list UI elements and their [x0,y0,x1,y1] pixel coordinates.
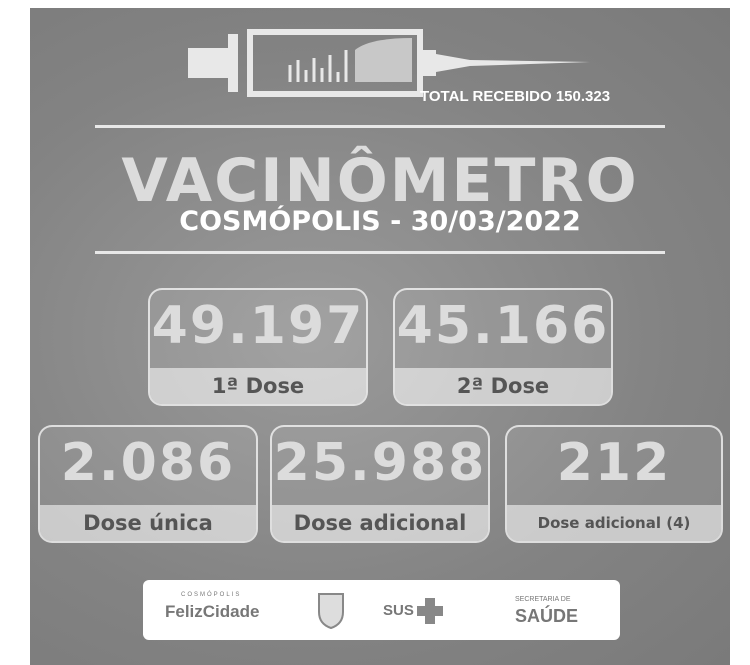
dose-count: 49.197 [150,296,366,356]
dose-card: 25.988 Dose adicional [270,425,490,543]
dose-label: 1ª Dose [150,368,366,404]
logo-text: SAÚDE [515,606,578,627]
dose-count: 2.086 [40,433,256,493]
logo-text: SUS [383,602,414,619]
logo-text: SECRETARIA DE [515,596,571,603]
subtitle: COSMÓPOLIS - 30/03/2022 [30,206,730,237]
dose-label: Dose adicional [272,505,488,541]
sus-cross [415,596,445,626]
logo-text: FelizCidade [165,602,259,622]
dose-card: 45.166 2ª Dose [393,288,613,406]
footer-logos: COSMÓPOLIS FelizCidade SUS SECRETARIA DE… [143,580,620,640]
infographic: TOTAL RECEBIDO 150.323 VACINÔMETRO COSMÓ… [30,8,730,665]
dose-count: 25.988 [272,433,488,493]
dose-count: 45.166 [395,296,611,356]
divider [95,251,665,254]
divider [95,125,665,128]
dose-card: 2.086 Dose única [38,425,258,543]
logo-text: COSMÓPOLIS [181,592,241,598]
page: TOTAL RECEBIDO 150.323 VACINÔMETRO COSMÓ… [0,0,750,665]
dose-card: 49.197 1ª Dose [148,288,368,406]
total-received: TOTAL RECEBIDO 150.323 [420,88,610,105]
dose-label: Dose adicional (4) [507,505,721,541]
dose-card: 212 Dose adicional (4) [505,425,723,543]
dose-label: Dose única [40,505,256,541]
dose-label: 2ª Dose [395,368,611,404]
dose-count: 212 [507,433,721,493]
city-crest [315,590,347,630]
